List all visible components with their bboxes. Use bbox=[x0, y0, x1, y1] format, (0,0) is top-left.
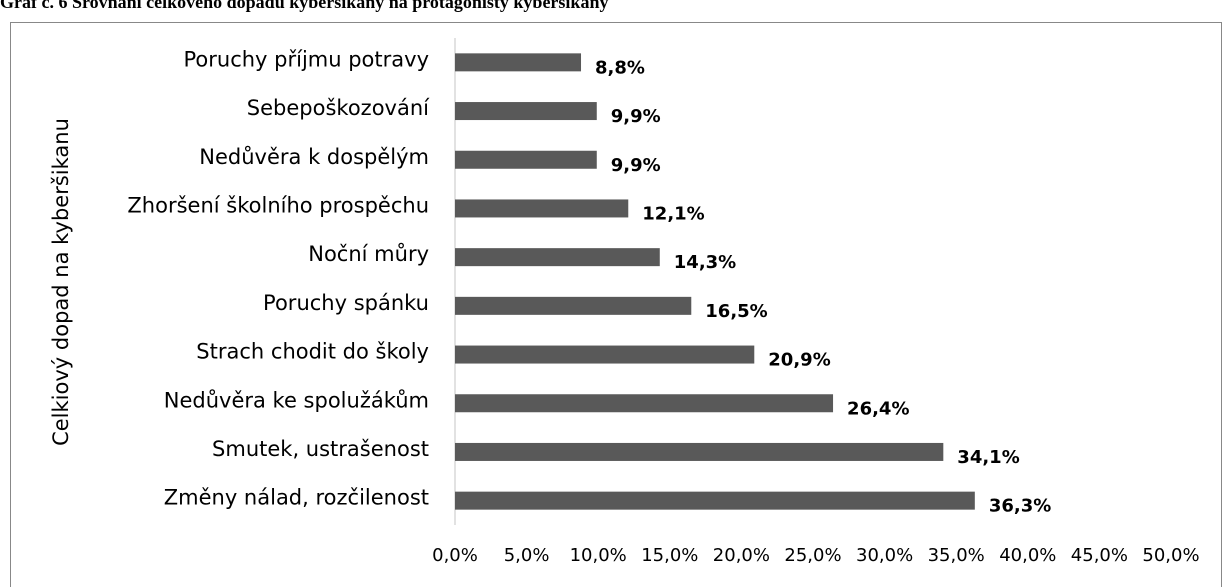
y-tick-label: Změny nálad, rozčilenost bbox=[164, 486, 429, 510]
bar bbox=[455, 296, 692, 315]
x-tick-label: 25,0% bbox=[784, 545, 841, 566]
value-label: 36,3% bbox=[989, 496, 1051, 517]
y-tick-label: Nedůvěra ke spolužákům bbox=[164, 388, 429, 412]
value-label: 26,4% bbox=[847, 398, 909, 419]
x-tick-label: 10,0% bbox=[570, 545, 627, 566]
x-tick-label: 50,0% bbox=[1142, 545, 1199, 566]
chart-frame bbox=[10, 22, 1222, 587]
bar bbox=[455, 345, 755, 364]
y-axis-label: Celkiový dopad na kyberšikanu bbox=[49, 118, 73, 446]
bar bbox=[455, 199, 629, 218]
y-tick-label: Strach chodit do školy bbox=[196, 340, 429, 364]
bar bbox=[455, 248, 660, 267]
y-tick-label: Noční můry bbox=[308, 242, 429, 266]
value-label: 16,5% bbox=[705, 301, 767, 322]
x-tick-label: 20,0% bbox=[713, 545, 770, 566]
value-label: 8,8% bbox=[595, 57, 645, 78]
y-tick-label: Sebepoškozování bbox=[247, 96, 430, 120]
bar bbox=[455, 102, 597, 121]
y-tick-label: Poruchy spánku bbox=[263, 291, 429, 315]
value-label: 14,3% bbox=[674, 252, 736, 273]
x-tick-label: 15,0% bbox=[641, 545, 698, 566]
y-tick-label: Smutek, ustrašenost bbox=[212, 437, 429, 461]
y-tick-label: Nedůvěra k dospělým bbox=[199, 145, 429, 169]
x-tick-label: 35,0% bbox=[928, 545, 985, 566]
x-tick-label: 5,0% bbox=[504, 545, 550, 566]
value-label: 9,9% bbox=[611, 155, 661, 176]
y-tick-label: Poruchy příjmu potravy bbox=[183, 47, 429, 71]
bar bbox=[455, 491, 975, 510]
bar bbox=[455, 150, 597, 169]
bar bbox=[455, 394, 834, 413]
chart-title: Graf č. 6 Srovnání celkového dopadu kybe… bbox=[0, 0, 608, 12]
value-label: 9,9% bbox=[611, 106, 661, 127]
value-label: 20,9% bbox=[768, 350, 830, 371]
x-tick-label: 40,0% bbox=[999, 545, 1056, 566]
bar bbox=[455, 53, 582, 72]
x-tick-label: 0,0% bbox=[432, 545, 478, 566]
value-label: 34,1% bbox=[957, 447, 1019, 468]
value-label: 12,1% bbox=[642, 203, 704, 224]
bar bbox=[455, 442, 944, 461]
y-tick-label: Zhoršení školního prospěchu bbox=[127, 193, 429, 217]
x-tick-label: 45,0% bbox=[1071, 545, 1128, 566]
x-tick-label: 30,0% bbox=[856, 545, 913, 566]
